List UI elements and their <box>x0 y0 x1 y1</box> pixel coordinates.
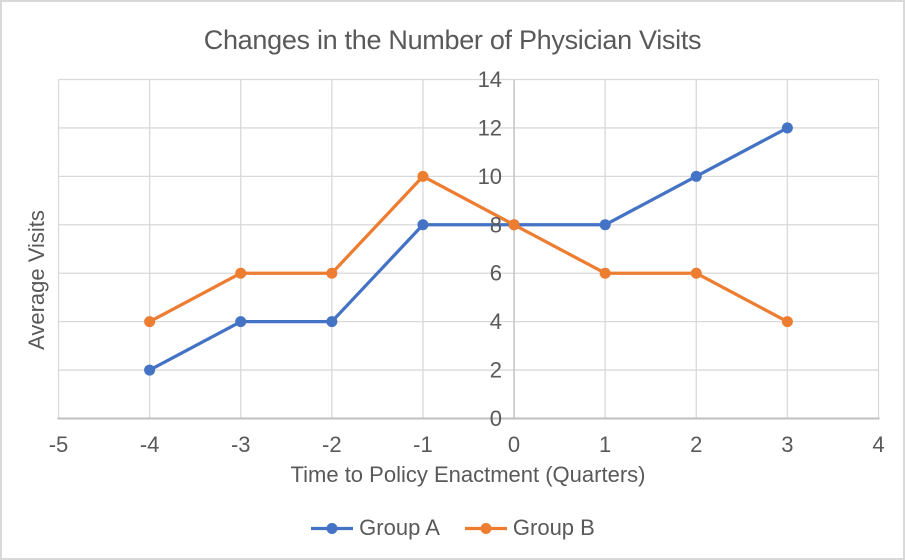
group-a-line-marker-icon <box>311 522 354 534</box>
data-point-group-b <box>326 267 338 279</box>
data-point-group-b <box>599 267 611 279</box>
data-point-group-b <box>781 316 793 328</box>
legend: Group A Group B <box>2 515 903 541</box>
y-tick-label: 14 <box>478 67 502 92</box>
data-point-group-a <box>690 170 702 182</box>
data-point-group-b <box>690 267 702 279</box>
x-tick-label: -3 <box>231 432 251 457</box>
data-point-group-a <box>235 316 247 328</box>
data-point-group-a <box>599 219 611 231</box>
x-tick-label: 0 <box>508 432 520 457</box>
legend-label-group-a: Group A <box>359 515 440 540</box>
y-tick-label: 2 <box>490 358 502 383</box>
x-tick-label: -1 <box>413 432 433 457</box>
y-tick-label: 4 <box>490 309 502 334</box>
x-axis-title: Time to Policy Enactment (Quarters) <box>291 462 646 487</box>
chart-title: Changes in the Number of Physician Visit… <box>203 25 702 55</box>
x-tick-label: -2 <box>322 432 342 457</box>
data-series <box>144 122 793 376</box>
data-point-group-a <box>326 316 338 328</box>
y-tick-label: 6 <box>490 261 502 286</box>
group-b-line-marker-icon <box>464 522 507 534</box>
data-point-group-a <box>144 364 156 376</box>
data-point-group-b <box>508 219 520 231</box>
data-point-group-b <box>417 170 429 182</box>
legend-label-group-b: Group B <box>512 515 595 540</box>
data-point-group-b <box>144 316 156 328</box>
series-line-group-a <box>147 126 790 372</box>
data-point-group-b <box>235 267 247 279</box>
x-tick-label: 4 <box>872 432 884 457</box>
x-tick-label: 1 <box>599 432 611 457</box>
legend-item-group-b: Group B <box>464 515 595 541</box>
x-tick-label: -5 <box>49 432 69 457</box>
y-tick-label: 0 <box>490 406 502 431</box>
data-point-group-a <box>781 122 793 134</box>
gridlines <box>57 78 880 420</box>
series-line-group-b <box>147 174 790 324</box>
legend-item-group-a: Group A <box>310 515 440 541</box>
y-tick-label: 12 <box>478 115 502 140</box>
y-axis-title: Average Visits <box>24 210 49 350</box>
y-tick-label: 10 <box>478 164 502 189</box>
x-tick-label: 3 <box>781 432 793 457</box>
x-tick-label: 2 <box>690 432 702 457</box>
x-tick-label: -4 <box>140 432 160 457</box>
y-tick-label: 8 <box>490 212 502 237</box>
data-point-group-a <box>417 219 429 231</box>
axis-lines <box>57 79 880 420</box>
